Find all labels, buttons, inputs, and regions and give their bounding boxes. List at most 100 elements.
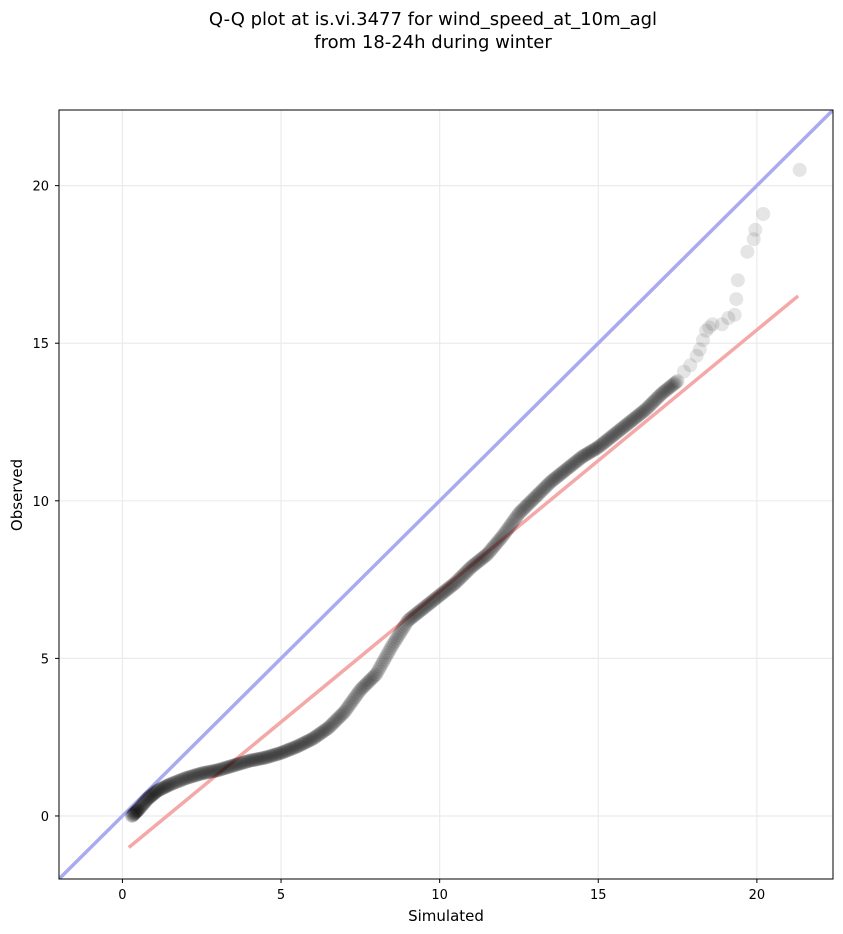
quantile-point [459,565,474,580]
quantile-point [274,745,289,760]
quantile-point [264,748,279,763]
fit-line [127,294,800,849]
quantile-point [625,412,640,427]
tail-point [689,348,704,363]
quantile-point [579,447,594,462]
quantile-point [617,419,632,434]
quantile-point [349,688,364,703]
quantile-point [338,703,353,718]
quantile-point [136,797,151,812]
quantile-point [418,599,433,614]
quantile-point [215,761,230,776]
quantile-point [615,421,630,436]
quantile-point [501,521,516,536]
quantile-point [659,382,674,397]
quantile-point [634,405,649,420]
quantile-point [396,619,411,634]
quantile-point [555,465,570,480]
quantile-point [316,724,331,739]
quantile-point [375,655,390,670]
quantile-point [138,794,153,809]
quantile-point [444,578,459,593]
quantile-point [159,779,174,794]
quantile-point [170,774,185,789]
quantile-point [541,477,556,492]
quantile-point [436,585,451,600]
quantile-point [223,759,238,774]
quantile-point [612,423,627,438]
tail-point [702,320,717,335]
quantile-point [542,476,557,491]
quantile-point [369,667,384,682]
quantile-point [399,615,414,630]
quantile-point [432,588,447,603]
quantile-point [410,606,425,621]
quantile-point [571,452,586,467]
quantile-point [560,461,575,476]
quantile-point [128,805,143,820]
quantile-point [624,413,639,428]
quantile-point [129,804,144,819]
quantile-point [472,553,487,568]
quantile-point [460,563,475,578]
quantile-point [663,379,678,394]
quantile-point [256,750,271,765]
y-tick-label: 10 [32,495,49,510]
quantile-point [126,807,141,822]
quantile-point [484,542,499,557]
quantile-point [637,403,652,418]
quantile-point [378,650,393,665]
quantile-point [150,783,165,798]
quantile-point [132,800,147,815]
quantile-point [161,777,176,792]
quantile-point [226,758,241,773]
quantile-point [322,719,337,734]
quantile-point [202,764,217,779]
quantile-point [308,729,323,744]
quantile-point [383,641,398,656]
quantile-point [456,567,471,582]
quantile-point [437,584,452,599]
quantile-point [366,669,381,684]
quantile-point [390,630,405,645]
quantile-point [619,418,634,433]
quantile-point [389,632,404,647]
quantile-point [365,671,380,686]
quantile-point [509,510,524,525]
quantile-point [130,803,145,818]
quantile-point [272,746,287,761]
quantile-point [318,722,333,737]
quantile-point [408,607,423,622]
quantile-point [481,545,496,560]
quantile-point [605,428,620,443]
quantile-point [537,481,552,496]
quantile-point [407,608,422,623]
quantile-point [431,589,446,604]
quantile-point [616,420,631,435]
quantile-point [494,530,509,545]
quantile-point [525,493,540,508]
quantile-point [650,390,665,405]
grid-lines [59,110,833,879]
tail-point [727,307,742,322]
quantile-point [486,539,501,554]
quantile-point [292,738,307,753]
quantile-point [556,464,571,479]
quantile-point [239,754,254,769]
quantile-point [622,415,637,430]
quantile-point [381,645,396,660]
quantile-point [334,707,349,722]
quantile-point [385,638,400,653]
quantile-point [309,728,324,743]
quantile-point [221,760,236,775]
quantile-point [135,798,150,813]
quantile-point [336,706,351,721]
quantile-point [362,673,377,688]
quantile-point [259,750,274,765]
quantile-point [299,735,314,750]
quantile-point [567,455,582,470]
quantile-point [346,692,361,707]
quantile-point [440,582,455,597]
quantile-point [430,590,445,605]
quantile-point [307,730,322,745]
